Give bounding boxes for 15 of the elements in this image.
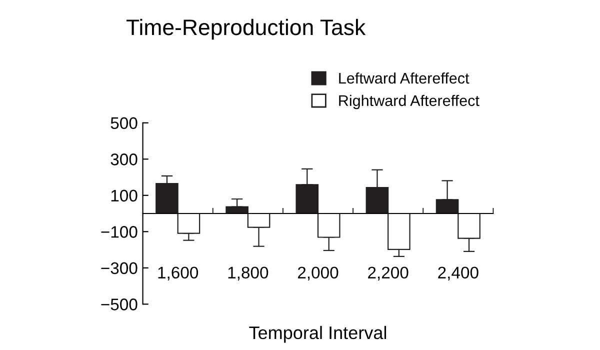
legend-label: Leftward Aftereffect: [339, 72, 470, 84]
y-tick-label: 100: [111, 190, 138, 202]
x-tick-label: 2,200: [368, 266, 408, 280]
y-tick-label: −500: [101, 298, 138, 310]
y-tick-label: 500: [110, 117, 138, 130]
x-tick-label: 1,600: [158, 266, 198, 280]
x-tick-label: 1,800: [228, 266, 268, 280]
y-tick-label: −100: [101, 226, 138, 238]
x-axis-title: Temporal Interval: [249, 326, 386, 343]
x-tick-label: 2,000: [298, 266, 338, 280]
chart-title: Time-Reproduction Task: [126, 18, 366, 40]
y-tick-label: 300: [110, 154, 138, 166]
x-tick-label: 2,400: [438, 266, 478, 280]
legend-label: Rightward Aftereffect: [339, 94, 480, 110]
y-tick-label: −300: [101, 262, 138, 274]
